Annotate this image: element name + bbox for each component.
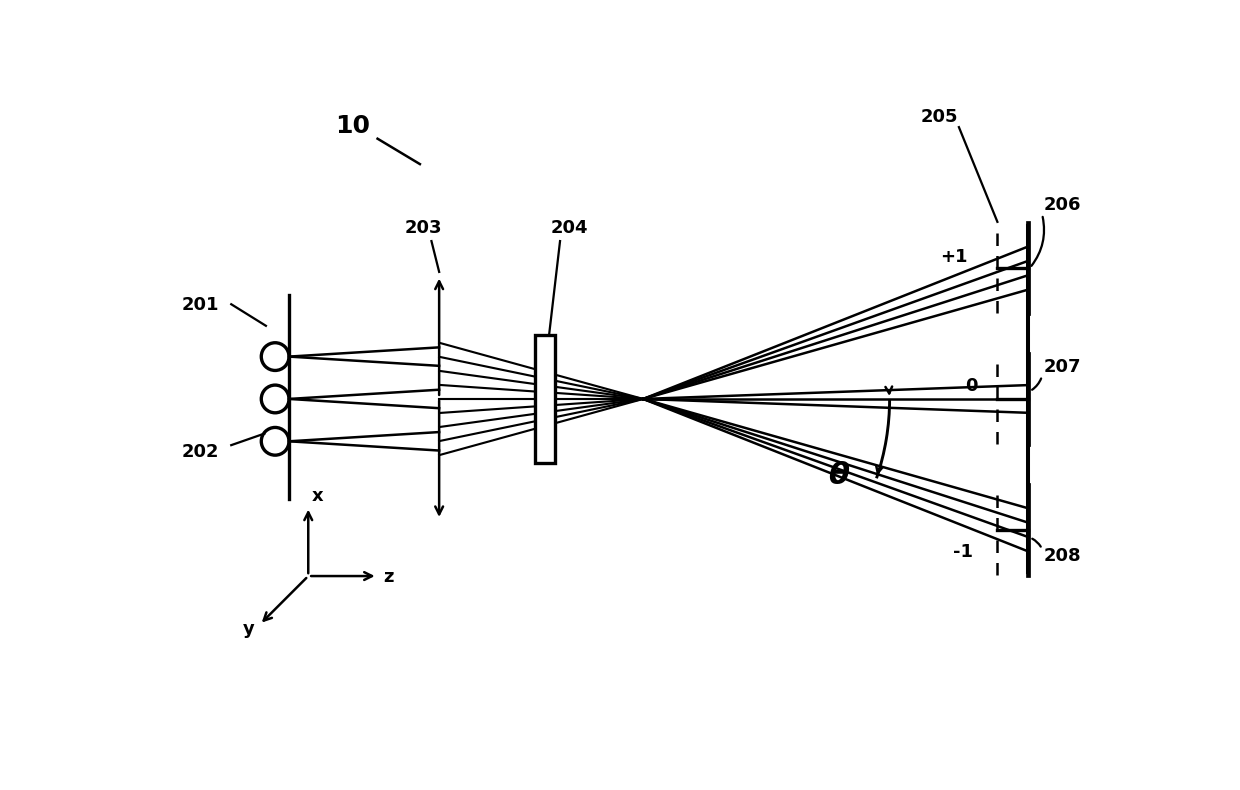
- Text: 201: 201: [181, 296, 218, 314]
- Text: θ: θ: [828, 461, 849, 490]
- Text: x: x: [312, 487, 324, 505]
- Text: 208: 208: [1044, 547, 1081, 565]
- Text: 207: 207: [1044, 358, 1081, 376]
- Text: 206: 206: [1044, 196, 1081, 214]
- Text: +1: +1: [940, 248, 967, 266]
- Text: -1: -1: [952, 543, 972, 561]
- Text: 202: 202: [181, 442, 218, 461]
- Text: 0: 0: [965, 378, 977, 395]
- Text: 205: 205: [920, 107, 957, 126]
- Bar: [536, 335, 554, 463]
- Text: y: y: [243, 620, 254, 638]
- Text: 10: 10: [335, 115, 371, 138]
- Text: 204: 204: [551, 220, 588, 238]
- Text: z: z: [383, 568, 394, 586]
- Text: 203: 203: [404, 220, 441, 238]
